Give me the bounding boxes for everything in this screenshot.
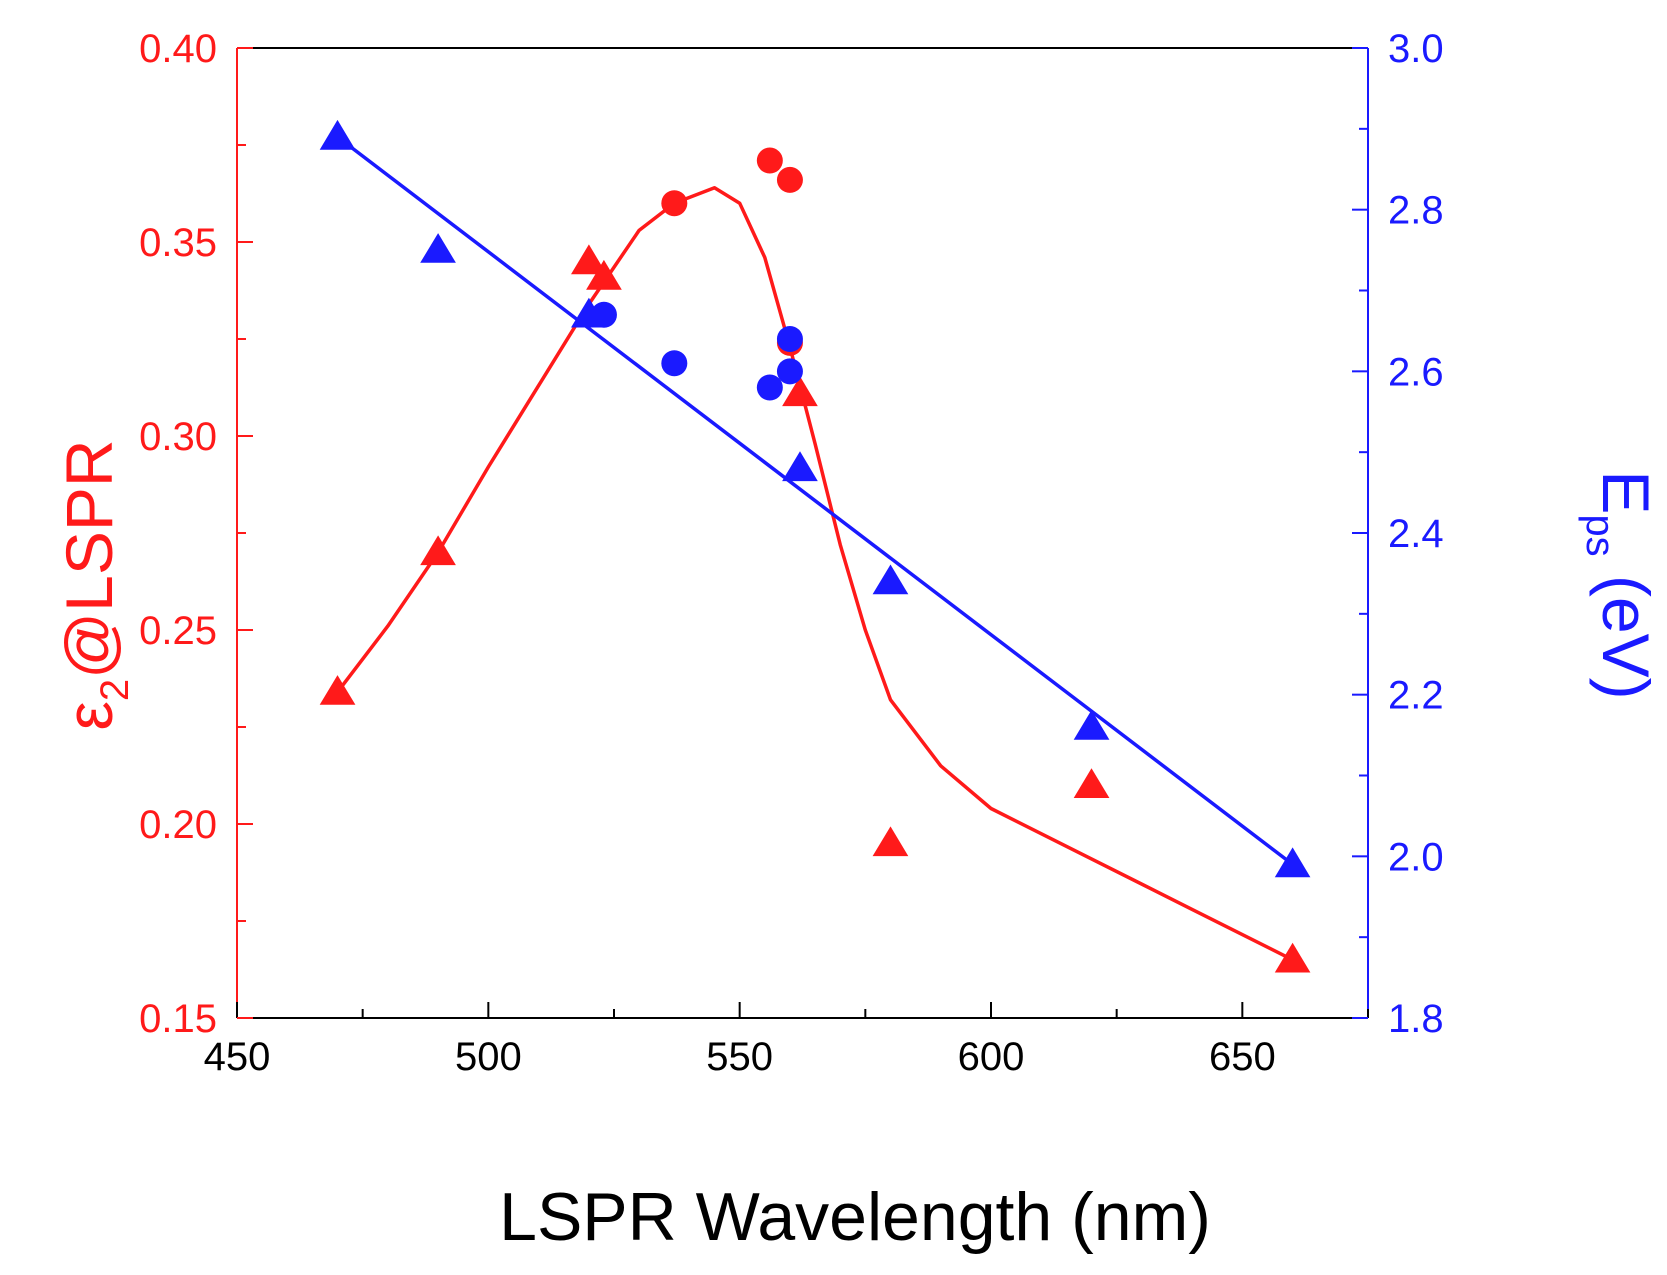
y-left-tick-label: 0.25 (139, 609, 217, 653)
y-right-suffix: (eV) (1589, 557, 1663, 700)
axes (236, 47, 1369, 1019)
y-left-suffix: @LSPR (52, 439, 126, 678)
eps2-triangle-point (782, 376, 818, 407)
eps-triangle-point (319, 119, 356, 150)
x-tick-label: 650 (1209, 1035, 1276, 1079)
y-right-tick-label: 2.2 (1388, 674, 1444, 718)
y-left-tick-label: 0.30 (139, 415, 217, 459)
eps2-circle-point (661, 190, 688, 217)
eps2-triangle-point (872, 826, 909, 857)
y-left-tick-label: 0.15 (139, 997, 217, 1041)
eps2-circle-point (756, 147, 783, 174)
y-left-subscript: 2 (93, 679, 137, 701)
data-markers (319, 119, 1311, 973)
y-right-subscript: ps (1578, 514, 1622, 556)
eps2-triangle-point (586, 259, 622, 290)
y-left-tick-label: 0.20 (139, 803, 217, 847)
y-right-tick-label: 2.0 (1388, 835, 1444, 879)
x-tick-label: 450 (204, 1035, 271, 1079)
eps-triangle-point (872, 564, 909, 595)
eps-triangle-point (420, 233, 456, 263)
y-axis-right-label: Eps (eV) (1578, 470, 1663, 699)
y-left-tick-label: 0.35 (139, 221, 217, 265)
eps-circle-point (776, 358, 803, 385)
y-right-symbol: E (1589, 470, 1663, 514)
y-left-tick-label: 0.40 (139, 27, 217, 71)
y-right-tick-label: 1.8 (1388, 997, 1444, 1041)
eps2-triangle-point (420, 535, 456, 566)
eps-circle-point (590, 301, 617, 328)
y-right-tick-label: 3.0 (1388, 27, 1444, 71)
eps2-circle-point (776, 166, 803, 193)
x-tick-label: 500 (455, 1035, 522, 1079)
eps-triangle-point (1274, 847, 1311, 878)
y-right-tick-label: 2.6 (1388, 350, 1444, 394)
eps2-triangle-point (1274, 942, 1311, 973)
eps-fit-line (336, 135, 1294, 866)
x-tick-label: 600 (958, 1035, 1025, 1079)
y-right-tick-label: 2.8 (1388, 189, 1444, 233)
y-right-tick-label: 2.4 (1388, 512, 1444, 556)
y-axis-left-label: ε2@LSPR (52, 439, 137, 730)
ticks: 450 500 550 600 650 0.15 0.20 0.25 0.30 0.35 0.40 1… (139, 27, 1443, 1079)
x-tick-label: 550 (706, 1035, 773, 1079)
eps-circle-point (756, 374, 783, 401)
eps2-fit-curve (336, 185, 1294, 962)
eps2-triangle-point (319, 675, 356, 705)
eps2-triangle-point (1073, 768, 1110, 798)
eps2-triangle-point (571, 244, 607, 275)
x-axis-label: LSPR Wavelength (nm) (499, 1179, 1211, 1255)
eps-circle-point (776, 326, 803, 352)
y-left-symbol: ε (52, 701, 126, 730)
fit-lines (336, 135, 1294, 962)
eps-triangle-point (1073, 710, 1110, 740)
eps-triangle-point (782, 451, 818, 482)
eps-circle-point (661, 350, 688, 377)
